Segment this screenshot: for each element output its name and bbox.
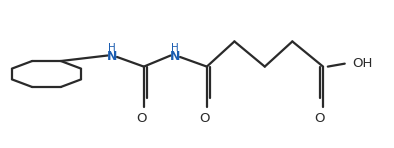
- Text: O: O: [136, 112, 146, 125]
- Text: O: O: [199, 112, 209, 125]
- Text: N: N: [107, 50, 117, 63]
- Text: H: H: [108, 43, 116, 53]
- Text: H: H: [171, 43, 179, 53]
- Text: N: N: [170, 50, 180, 63]
- Text: O: O: [315, 112, 325, 125]
- Text: OH: OH: [352, 57, 373, 70]
